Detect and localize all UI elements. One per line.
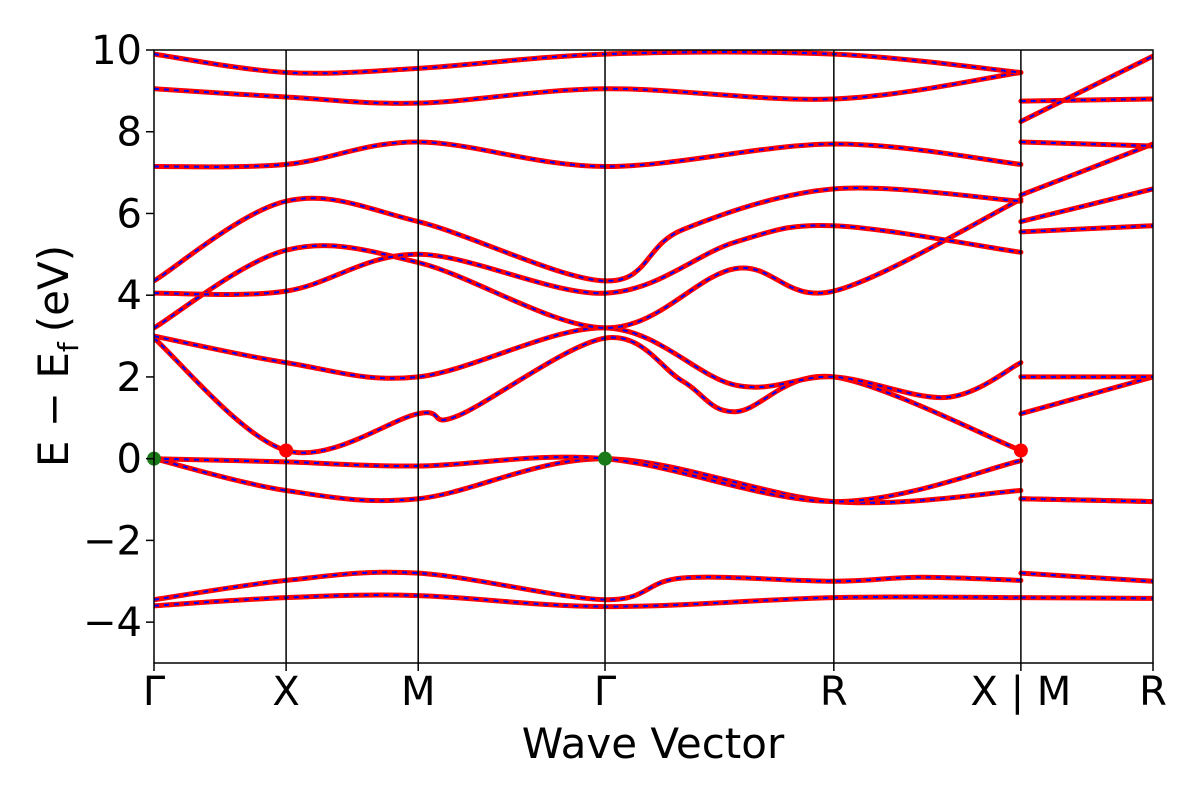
x-tick-label-4: R [820,669,848,715]
x-tick-label-3: Γ [594,669,617,715]
x-tick-label-5: X | M [970,669,1071,715]
band-line-11-0 [154,50,1024,76]
band-line-4-0 [154,335,1024,456]
y-tick-label-1: −2 [83,518,142,564]
plot-frame [153,49,1154,664]
band-line-9-0 [154,139,1024,170]
band-line-overlay-1-1 [1020,572,1153,583]
band-line-6-0 [154,196,1024,331]
x-axis-title: Wave Vector [522,719,785,768]
band-line-overlay-2-0 [154,457,1021,504]
x-tick-label-1: X [272,669,299,715]
band-line-5-0 [154,325,1024,401]
band-line-overlay-11-1 [1020,55,1153,123]
cbm-marker-2 [279,443,294,458]
band-line-overlay-7-0 [154,224,1022,296]
band-line-7-0 [154,222,1024,298]
y-axis-title-main: E − E [29,352,78,467]
band-line-1-0 [154,569,1024,603]
band-line-overlay-6-1 [1020,224,1153,233]
x-tick-label-2: M [401,669,436,715]
band-line-overlay-7-1 [1020,187,1153,223]
cbm-marker-3 [1013,443,1028,458]
x-axis-ticks: Γ X M Γ R X | M R [143,663,1167,715]
bands-layer [154,50,1153,610]
band-line-overlay-4-1 [1020,375,1153,415]
y-tick-label-3: 2 [117,355,142,401]
band-line-overlay-3-1 [1020,497,1153,503]
y-tick-label-2: 0 [117,437,142,483]
x-tick-label-6: R [1139,669,1167,715]
y-axis-title-unit: (eV) [29,245,78,332]
band-line-overlay-8-1 [1020,143,1153,197]
y-tick-label-6: 8 [117,110,142,156]
y-axis-ticks: −4 −2 0 2 4 6 8 10 [83,28,154,646]
band-line-10-0 [154,70,1024,106]
y-tick-label-4: 4 [117,273,142,319]
band-line-overlay-10-1 [1020,98,1153,103]
band-line-overlay-6-0 [154,198,1022,329]
x-tick-label-0: Γ [143,669,166,715]
vbm-marker-1 [598,451,613,466]
extrema-markers [147,443,1028,466]
kpoint-lines [285,50,1022,663]
band-line-overlay-9-1 [1020,141,1153,147]
y-tick-label-7: 10 [91,28,142,74]
y-tick-label-5: 6 [117,191,142,237]
band-line-overlay-0-1 [1020,596,1153,600]
y-axis-title-sub: f [52,341,85,352]
y-axis-title: E − Ef (eV) [29,245,85,467]
y-tick-label-0: −4 [83,600,142,646]
